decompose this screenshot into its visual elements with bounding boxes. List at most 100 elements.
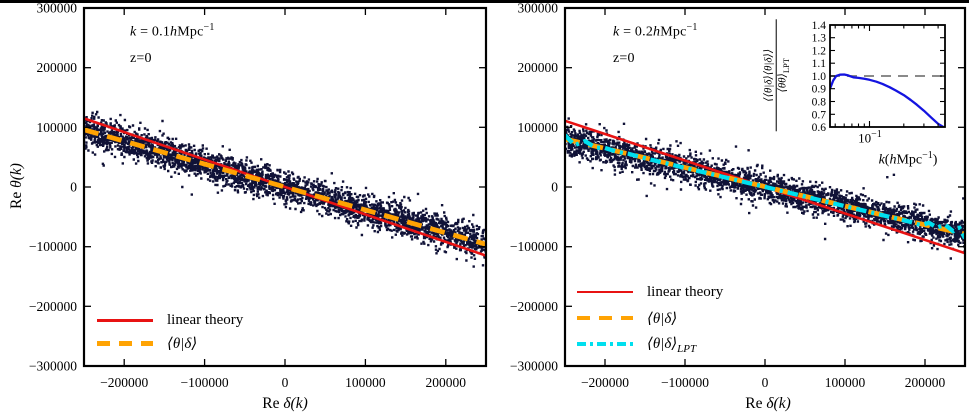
legend-label: ⟨θ|δ⟩LPT <box>647 335 697 355</box>
y-tick-label: −100000 <box>29 239 77 254</box>
annotation-k-exp: −1 <box>686 22 698 33</box>
left-panel-plot-area <box>84 110 486 268</box>
annotation-k-left: k = 0.1hMpc−1 <box>130 22 215 41</box>
inset-ratio-curve <box>830 73 945 127</box>
x-tick-label: −200000 <box>581 375 629 390</box>
y-axis-title-math: θ(k) <box>8 163 25 188</box>
y-tick-label: −300000 <box>29 359 77 374</box>
x-tick-label: 100000 <box>345 375 386 390</box>
annotation-k-value: = 0.2 <box>619 24 654 40</box>
inset-xlabel-close: ) <box>932 152 938 168</box>
x-tick-label: 0 <box>762 375 769 390</box>
x-axis-title-roman: Re <box>262 395 284 412</box>
x-axis-title-math: δ(k) <box>766 395 791 412</box>
inset-y-axis-title: ⟨⟨θ|δ⟩⟨θ|δ⟩⟩ ⟨θθ⟩LPT <box>762 19 792 132</box>
y-tick-label: 200000 <box>518 60 559 75</box>
inset-y-tick-label: 1.1 <box>812 58 827 70</box>
inset-y-tick-label: 0.8 <box>812 97 827 109</box>
inset-xtick-base: 10 <box>858 130 872 146</box>
inset-y-tick-label: 0.6 <box>812 122 827 134</box>
y-tick-label: −100000 <box>510 239 558 254</box>
x-tick-label: −100000 <box>661 375 709 390</box>
inset-x-axis-title: k(hMpc−1) <box>858 150 958 169</box>
x-axis-title-right: Re δ(k) <box>718 395 818 413</box>
legend-sample-solid <box>97 319 153 322</box>
legend-label: ⟨θ|δ⟩ <box>167 336 198 352</box>
inset-ylabel-numerator: ⟨⟨θ|δ⟩⟨θ|δ⟩⟩ <box>762 19 777 132</box>
inset-xtick-exp: −1 <box>871 129 882 140</box>
y-tick-label: 0 <box>551 180 558 195</box>
annotation-z-left: z=0 <box>130 51 152 66</box>
annotation-k-exp: −1 <box>203 22 215 33</box>
x-tick-label: 0 <box>282 375 289 390</box>
y-tick-label: −300000 <box>510 359 558 374</box>
legend-row-mean-theta-delta: ⟨θ|δ⟩ <box>577 305 723 331</box>
legend-label: linear theory <box>647 283 724 300</box>
legend-sample-solid <box>577 290 633 294</box>
inset-xlabel-exp: −1 <box>922 150 933 161</box>
x-tick-label: 100000 <box>825 375 866 390</box>
legend-right: linear theory ⟨θ|δ⟩ ⟨θ|δ⟩LPT <box>577 279 723 357</box>
legend-sample-dashed <box>97 341 153 346</box>
annotation-k-h: h <box>170 24 178 40</box>
legend-sample-dashed <box>577 315 633 321</box>
x-axis-title-roman: Re <box>745 395 767 412</box>
legend-label-sub: LPT <box>677 342 697 355</box>
legend-row-linear-theory: linear theory <box>577 279 723 305</box>
x-tick-label: −100000 <box>181 375 229 390</box>
legend-row-mean-theta-delta-lpt: ⟨θ|δ⟩LPT <box>577 331 723 357</box>
left-panel-simulation-scatter <box>84 110 486 268</box>
legend-row-mean-theta-delta: ⟨θ|δ⟩ <box>97 332 243 355</box>
inset-ylabel-den-math: ⟨θθ⟩ <box>776 73 789 93</box>
inset-ylabel-denominator: ⟨θθ⟩LPT <box>777 19 791 131</box>
annotation-k-var: k <box>613 24 620 40</box>
annotation-k-var: k <box>130 24 137 40</box>
y-tick-label: 300000 <box>518 1 559 16</box>
y-tick-label: −200000 <box>510 299 558 314</box>
y-axis-title-roman: Re <box>8 187 25 209</box>
x-tick-label: 200000 <box>426 375 467 390</box>
right-panel-plot-area <box>565 117 965 260</box>
y-tick-label: −200000 <box>29 299 77 314</box>
y-tick-label: 100000 <box>37 120 78 135</box>
y-axis-title-left: Re θ(k) <box>8 136 26 236</box>
legend-label: linear theory <box>167 312 244 328</box>
inset-xtick-label: 10−1 <box>852 129 888 146</box>
x-axis-title-math: δ(k) <box>283 395 308 412</box>
right-panel-mean-theta-delta-lpt-line <box>565 133 965 240</box>
inset-xlabel-unit: Mpc <box>896 152 923 168</box>
legend-sample-dashdot <box>577 341 633 347</box>
x-axis-title-left: Re δ(k) <box>235 395 335 413</box>
top-border-bar <box>0 0 969 3</box>
y-tick-label: 100000 <box>518 120 559 135</box>
left-panel-mean-theta-delta-line <box>84 127 486 247</box>
inset-ylabel-den-sub: LPT <box>781 58 792 74</box>
y-tick-label: 0 <box>70 180 77 195</box>
inset-y-tick-label: 1.0 <box>812 71 827 83</box>
annotation-k-unit: Mpc <box>660 24 687 40</box>
left-panel-linear-theory-line <box>84 117 486 257</box>
annotation-z-right: z=0 <box>613 51 635 66</box>
x-tick-label: 200000 <box>905 375 946 390</box>
inset-plot-area <box>830 73 945 127</box>
inset-y-tick-label: 0.7 <box>812 109 827 121</box>
inset-xlabel-h: h <box>889 152 897 168</box>
inset-y-tick-label: 1.2 <box>812 46 827 58</box>
inset-y-tick-label: 0.9 <box>812 84 827 96</box>
inset-y-tick-label: 1.4 <box>812 20 827 32</box>
x-tick-label: −200000 <box>100 375 148 390</box>
legend-row-linear-theory: linear theory <box>97 309 243 332</box>
inset-xlabel-k: k <box>878 152 885 168</box>
inset-y-tick-label: 1.3 <box>812 33 827 45</box>
inset-xlabel-open: ( <box>884 152 890 168</box>
y-tick-label: 300000 <box>37 1 78 16</box>
legend-label: ⟨θ|δ⟩ <box>647 310 678 327</box>
annotation-k-h: h <box>653 24 661 40</box>
annotation-k-unit: Mpc <box>177 24 204 40</box>
annotation-k-right: k = 0.2hMpc−1 <box>613 22 698 41</box>
annotation-k-value: = 0.1 <box>136 24 171 40</box>
legend-left: linear theory ⟨θ|δ⟩ <box>97 309 243 355</box>
y-tick-label: 200000 <box>37 60 78 75</box>
